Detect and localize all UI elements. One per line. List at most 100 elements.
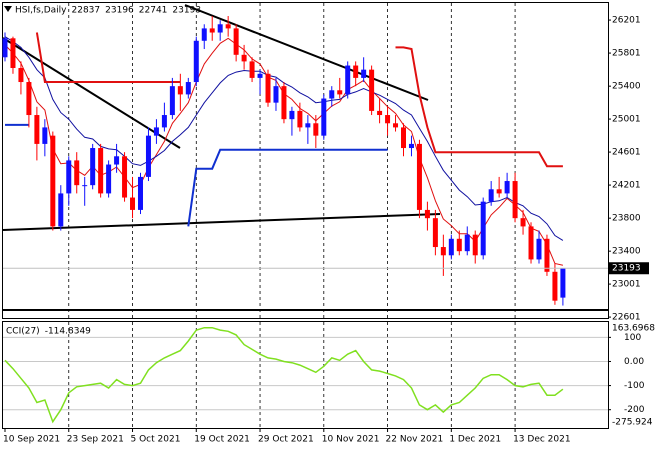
candle-body bbox=[345, 65, 351, 95]
candle-body bbox=[58, 193, 64, 227]
candle-body bbox=[161, 115, 167, 128]
y-tick-label: 23001 bbox=[612, 280, 641, 290]
candle-body bbox=[480, 201, 486, 256]
candle-body bbox=[369, 69, 375, 111]
candle-body bbox=[66, 160, 72, 194]
y-tick-label: 26201 bbox=[612, 16, 641, 26]
cci-panel bbox=[2, 321, 609, 429]
high-value: 23196 bbox=[105, 6, 134, 16]
last-price-label: 23193 bbox=[612, 264, 641, 274]
candle-body bbox=[10, 38, 16, 69]
last-price-box bbox=[609, 262, 649, 275]
candle-body bbox=[289, 110, 295, 120]
candle-body bbox=[472, 234, 478, 256]
candle-body bbox=[297, 110, 303, 128]
candle-body bbox=[249, 61, 255, 78]
candle-body bbox=[241, 54, 247, 62]
cci-value: -114.8349 bbox=[45, 327, 91, 337]
indicator-line bbox=[35, 32, 563, 168]
candle-body bbox=[217, 24, 223, 33]
candle-body bbox=[42, 127, 48, 144]
y-tick-label: 100 bbox=[624, 333, 641, 343]
candle-body bbox=[26, 82, 32, 116]
y-tick-label: 23800 bbox=[612, 214, 641, 224]
trend-line bbox=[184, 4, 429, 101]
candle-body bbox=[512, 181, 518, 219]
y-tick-label: -200 bbox=[624, 405, 645, 415]
candle-body bbox=[464, 234, 470, 252]
candle-body bbox=[90, 148, 96, 186]
x-tick-label: 22 Nov 2021 bbox=[386, 435, 444, 445]
candle-body bbox=[169, 86, 175, 116]
candle-body bbox=[528, 226, 534, 260]
candle-body bbox=[185, 82, 191, 95]
close-value: 23193 bbox=[172, 6, 201, 16]
candle-body bbox=[34, 115, 40, 144]
y-tick-label: -100 bbox=[624, 381, 645, 391]
candle-body bbox=[273, 86, 279, 103]
candle-body bbox=[448, 238, 454, 256]
candle-body bbox=[496, 189, 502, 194]
x-tick-label: 1 Dec 2021 bbox=[449, 435, 501, 445]
candle-body bbox=[2, 38, 8, 58]
x-tick-label: 10 Sep 2021 bbox=[3, 435, 60, 445]
candle-body bbox=[377, 110, 383, 116]
candle-body bbox=[313, 123, 319, 136]
x-tick-label: 19 Oct 2021 bbox=[194, 435, 250, 445]
candle-body bbox=[98, 148, 104, 194]
candle-body bbox=[153, 127, 159, 136]
trend-line bbox=[2, 213, 441, 231]
y-tick-label: 23400 bbox=[612, 247, 641, 257]
open-value: 22837 bbox=[72, 6, 101, 16]
y-tick-label: 0.00 bbox=[624, 357, 644, 367]
candle-body bbox=[353, 65, 359, 78]
candle-body bbox=[401, 127, 406, 149]
candle-body bbox=[361, 69, 367, 78]
candle-body bbox=[536, 238, 542, 260]
candle-body bbox=[305, 123, 311, 128]
x-tick-label: 29 Oct 2021 bbox=[258, 435, 314, 445]
y-tick-label: 24201 bbox=[612, 181, 641, 191]
candle-body bbox=[114, 156, 120, 165]
candle-body bbox=[504, 181, 510, 194]
candle-body bbox=[321, 98, 327, 136]
cci-title: CCI(27) bbox=[6, 327, 40, 337]
y-tick-label: 25801 bbox=[612, 49, 641, 59]
indicator-line bbox=[5, 123, 388, 227]
indicator-line bbox=[4, 326, 564, 424]
candle-body bbox=[209, 28, 215, 33]
y-lim-label: -275.924 bbox=[612, 418, 653, 428]
candle-body bbox=[520, 218, 526, 227]
candle-body bbox=[82, 185, 88, 187]
candle-body bbox=[177, 86, 183, 95]
candle-body bbox=[122, 156, 128, 198]
candle-body bbox=[393, 123, 399, 128]
candle-body bbox=[281, 86, 287, 120]
menu-icon bbox=[4, 6, 12, 12]
chart-title: HSI,fs,Daily bbox=[15, 6, 67, 16]
low-value: 22741 bbox=[139, 6, 168, 16]
candle-body bbox=[193, 40, 199, 83]
x-tick-label: 23 Sep 2021 bbox=[67, 435, 124, 445]
y-lim-label: 163.6968 bbox=[612, 324, 655, 334]
candle-body bbox=[50, 135, 56, 227]
candle-body bbox=[225, 24, 231, 29]
candle-body bbox=[432, 218, 438, 248]
candle-body bbox=[385, 115, 391, 124]
x-tick-label: 13 Dec 2021 bbox=[513, 435, 571, 445]
candle-body bbox=[424, 209, 430, 219]
candle-body bbox=[408, 143, 414, 149]
candle-body bbox=[416, 143, 422, 210]
x-tick-label: 5 Oct 2021 bbox=[131, 435, 181, 445]
candle-body bbox=[544, 238, 550, 272]
y-tick-label: 24601 bbox=[612, 148, 641, 158]
x-tick-label: 10 Nov 2021 bbox=[322, 435, 380, 445]
candle-body bbox=[145, 135, 151, 177]
y-tick-label: 25400 bbox=[612, 82, 641, 92]
candle-body bbox=[106, 164, 112, 194]
candle-body bbox=[74, 160, 80, 186]
candle-body bbox=[233, 28, 239, 55]
candle-body bbox=[560, 268, 566, 298]
